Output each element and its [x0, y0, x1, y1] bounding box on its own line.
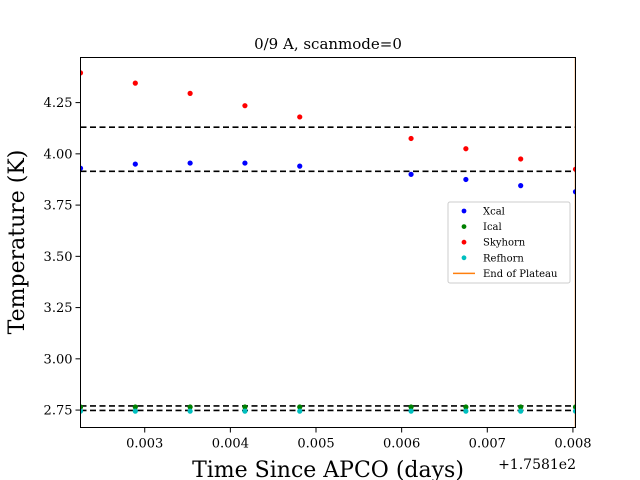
data-point-skyhorn — [132, 80, 138, 86]
y-tick-label: 3.75 — [44, 199, 73, 214]
y-axis-label: Temperature (K) — [5, 150, 30, 335]
legend-marker — [461, 255, 467, 261]
x-tick-label: 0.005 — [297, 437, 334, 452]
legend-label: Ical — [483, 222, 502, 233]
data-point-refhorn — [80, 408, 84, 414]
data-point-refhorn — [297, 408, 303, 414]
data-point-ical — [463, 404, 469, 410]
legend: Xcal Ical Skyhorn Refhorn End of Plateau — [447, 201, 571, 284]
x-offset-label: +1.7581e2 — [498, 457, 576, 473]
data-point-xcal — [132, 161, 138, 167]
data-point-xcal — [518, 183, 524, 189]
legend-marker — [461, 224, 467, 230]
data-point-skyhorn — [80, 70, 84, 76]
data-point-xcal — [408, 171, 414, 177]
y-tick-label: 4.00 — [44, 147, 73, 162]
data-point-ical — [572, 404, 576, 410]
x-tick-label: 0.008 — [554, 437, 591, 452]
data-point-refhorn — [518, 408, 524, 414]
x-tick-label: 0.004 — [212, 437, 249, 452]
data-point-ical — [187, 404, 193, 410]
data-point-ical — [297, 404, 303, 410]
data-point-skyhorn — [518, 156, 524, 162]
legend-label: Xcal — [483, 207, 505, 218]
data-point-xcal — [242, 160, 248, 166]
data-point-xcal — [80, 165, 84, 171]
axes-frame — [80, 57, 576, 428]
y-tick-label: 4.25 — [44, 96, 73, 111]
data-point-refhorn — [463, 408, 469, 414]
data-point-skyhorn — [187, 90, 193, 96]
data-point-skyhorn — [408, 135, 414, 142]
y-tick-label: 3.00 — [44, 352, 73, 367]
data-point-ical — [518, 404, 524, 410]
y-tick-label: 3.50 — [44, 250, 73, 265]
data-point-ical — [132, 404, 138, 410]
data-point-skyhorn — [297, 114, 303, 120]
chart-title: 0/9 A, scanmode=0 — [254, 35, 402, 53]
legend-box — [447, 201, 571, 284]
data-point-xcal — [297, 163, 303, 169]
legend-label: Refhorn — [483, 253, 524, 264]
legend-marker — [461, 239, 467, 245]
y-axis: 2.75 3.00 3.25 3.50 3.75 4.00 4.25 — [44, 96, 81, 419]
data-point-xcal — [187, 160, 193, 166]
legend-label: End of Plateau — [483, 269, 558, 280]
legend-label: Skyhorn — [483, 238, 526, 249]
data-point-xcal — [463, 176, 469, 183]
x-tick-label: 0.007 — [469, 437, 506, 452]
plot-area — [80, 57, 576, 428]
data-point-ical — [80, 404, 84, 410]
data-point-skyhorn — [242, 103, 248, 109]
y-tick-label: 3.25 — [44, 301, 73, 316]
x-axis-label: Time Since APCO (days) — [192, 458, 464, 480]
data-point-skyhorn — [463, 146, 469, 152]
data-point-skyhorn — [572, 166, 576, 172]
data-point-refhorn — [572, 408, 576, 414]
data-point-refhorn — [132, 408, 138, 414]
y-tick-label: 2.75 — [44, 404, 73, 419]
data-point-ical — [242, 404, 248, 410]
data-point-refhorn — [408, 408, 414, 414]
x-tick-label: 0.003 — [126, 437, 163, 452]
data-point-xcal — [572, 189, 576, 195]
data-point-refhorn — [242, 408, 248, 414]
x-axis: 0.003 0.004 0.005 0.006 0.007 0.008 — [126, 427, 592, 452]
data-point-refhorn — [187, 408, 193, 414]
x-tick-label: 0.006 — [383, 437, 420, 452]
data-point-ical — [408, 404, 414, 410]
legend-marker — [461, 208, 467, 214]
